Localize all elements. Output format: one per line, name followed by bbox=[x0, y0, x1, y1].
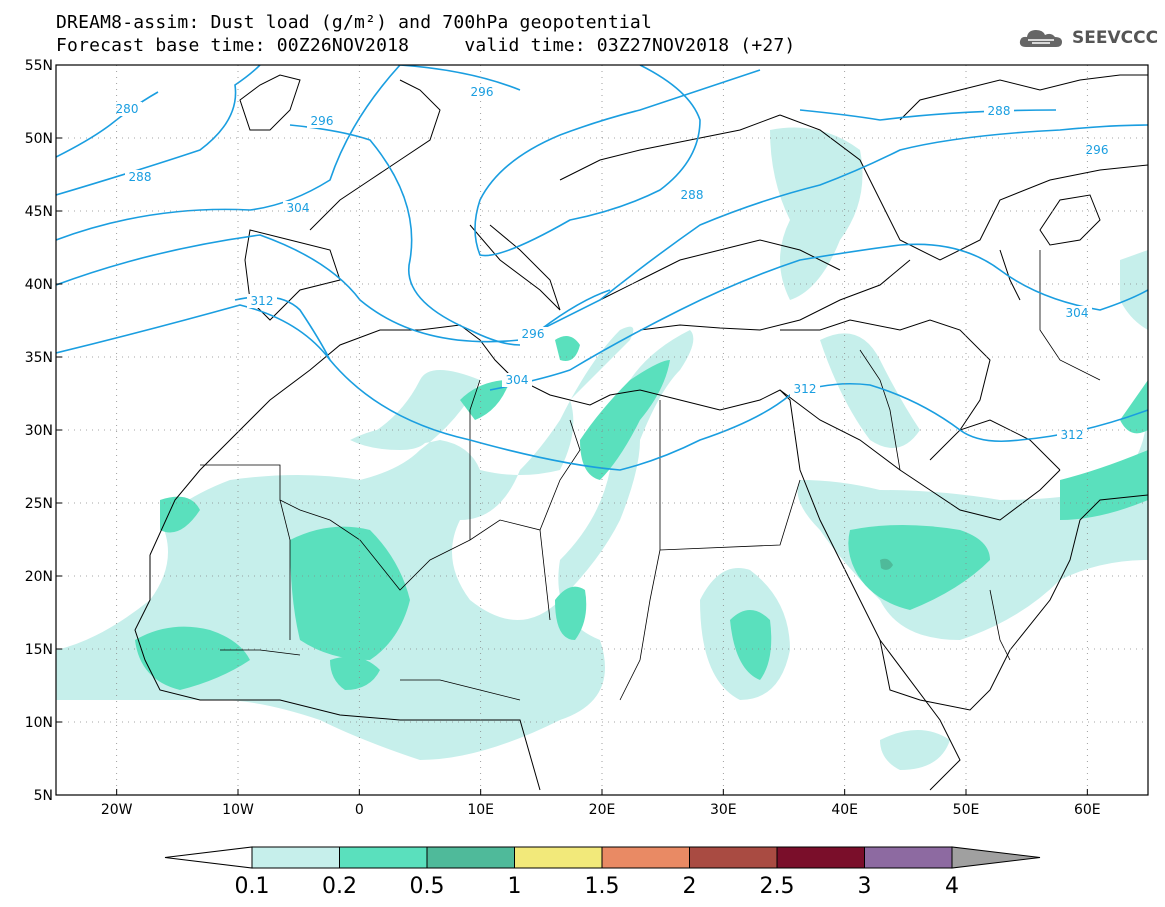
seevccc-logo: SEEVCCC bbox=[1018, 26, 1158, 50]
lat-tick-label: 45N bbox=[25, 204, 53, 220]
colorbar-label: 3 bbox=[858, 874, 872, 899]
lon-tick-label: 30E bbox=[710, 802, 737, 818]
lon-tick-label: 20E bbox=[589, 802, 616, 818]
contour-label: 288 bbox=[129, 170, 152, 184]
lon-tick-label: 60E bbox=[1074, 802, 1101, 818]
geopotential-contours bbox=[56, 65, 1148, 471]
colorbar-label: 2 bbox=[683, 874, 697, 899]
contour-label: 296 bbox=[311, 114, 334, 128]
colorbar-segment bbox=[426, 846, 515, 869]
lat-tick-label: 40N bbox=[25, 277, 53, 293]
contour-labels: 280 288 296 304 312 296 288 288 296 296 … bbox=[112, 85, 1112, 442]
lon-tick-label: 40E bbox=[831, 802, 858, 818]
lat-tick-label: 30N bbox=[25, 423, 53, 439]
colorbar-low-triangle bbox=[164, 846, 253, 869]
colorbar-label: 0.2 bbox=[322, 874, 357, 899]
contour-label: 288 bbox=[988, 104, 1011, 118]
lon-tick-label: 10W bbox=[222, 802, 254, 818]
lat-tick-label: 5N bbox=[34, 788, 53, 804]
lon-tick-label: 50E bbox=[953, 802, 980, 818]
lat-tick-label: 10N bbox=[25, 715, 53, 731]
contour-label: 304 bbox=[287, 201, 310, 215]
lon-tick-label: 20W bbox=[101, 802, 133, 818]
colorbar-label: 4 bbox=[945, 874, 959, 899]
logo-text: SEEVCCC bbox=[1072, 28, 1159, 48]
contour-label: 304 bbox=[506, 373, 529, 387]
longitude-axis: 20W 10W 0 10E 20E 30E 40E 50E 60E bbox=[101, 789, 1101, 818]
lat-lon-grid bbox=[56, 65, 1148, 795]
contour-label: 296 bbox=[471, 85, 494, 99]
colorbar-label: 1 bbox=[508, 874, 522, 899]
colorbar-segment bbox=[514, 846, 603, 869]
colorbar: 0.1 0.2 0.5 1 1.5 2 2.5 3 4 bbox=[164, 846, 1041, 899]
coastlines bbox=[134, 74, 1148, 791]
lon-tick-label: 0 bbox=[355, 802, 364, 818]
map-plot-area: 280 288 296 304 312 296 288 288 296 296 … bbox=[56, 65, 1148, 795]
latitude-axis: 55N 50N 45N 40N 35N 30N 25N 20N 15N 10N 5N bbox=[25, 58, 62, 804]
contour-label: 296 bbox=[522, 327, 545, 341]
dust-shading-medium bbox=[135, 336, 1148, 690]
contour-label: 288 bbox=[681, 188, 704, 202]
colorbar-segment bbox=[864, 846, 953, 869]
dust-shading-dark bbox=[880, 558, 893, 570]
lon-tick-label: 10E bbox=[467, 802, 494, 818]
contour-label: 304 bbox=[1066, 306, 1089, 320]
colorbar-label: 0.1 bbox=[235, 874, 270, 899]
contour-label: 280 bbox=[116, 102, 139, 116]
lat-tick-label: 20N bbox=[25, 569, 53, 585]
lat-tick-label: 25N bbox=[25, 496, 53, 512]
contour-label: 312 bbox=[1061, 428, 1084, 442]
colorbar-label: 0.5 bbox=[410, 874, 445, 899]
colorbar-high-triangle bbox=[951, 846, 1041, 869]
map-title: DREAM8-assim: Dust load (g/m²) and 700hP… bbox=[56, 12, 652, 33]
lat-tick-label: 35N bbox=[25, 350, 53, 366]
colorbar-label: 2.5 bbox=[760, 874, 795, 899]
cloud-icon bbox=[1019, 30, 1062, 47]
colorbar-segment bbox=[251, 846, 340, 869]
lat-tick-label: 55N bbox=[25, 58, 53, 74]
contour-label: 312 bbox=[794, 382, 817, 396]
colorbar-segment bbox=[339, 846, 428, 869]
country-borders bbox=[200, 250, 1101, 701]
colorbar-segment bbox=[689, 846, 778, 869]
colorbar-segment bbox=[601, 846, 690, 869]
lat-tick-label: 50N bbox=[25, 131, 53, 147]
lat-tick-label: 15N bbox=[25, 642, 53, 658]
forecast-times: Forecast base time: 00Z26NOV2018 valid t… bbox=[56, 35, 796, 56]
contour-label: 312 bbox=[251, 294, 274, 308]
colorbar-label: 1.5 bbox=[585, 874, 620, 899]
colorbar-segment bbox=[776, 846, 865, 869]
contour-label: 296 bbox=[1086, 143, 1109, 157]
